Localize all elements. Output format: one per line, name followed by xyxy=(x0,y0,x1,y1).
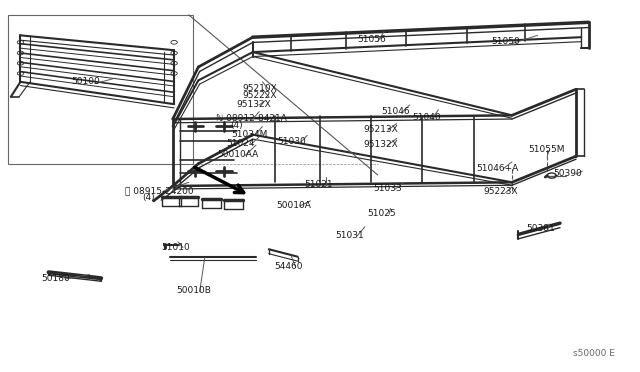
Text: (4): (4) xyxy=(142,193,155,202)
Text: 51031: 51031 xyxy=(335,231,364,240)
Text: 50010A: 50010A xyxy=(276,201,311,210)
Text: 95223X: 95223X xyxy=(484,187,518,196)
Text: s50000 Ε: s50000 Ε xyxy=(573,349,614,358)
Text: 51046+A: 51046+A xyxy=(476,164,518,173)
Text: 95132X: 95132X xyxy=(237,100,271,109)
Text: (4): (4) xyxy=(230,121,243,130)
Text: 50390: 50390 xyxy=(553,169,582,178)
Text: ℕ 08912-8421A: ℕ 08912-8421A xyxy=(216,114,287,123)
Text: Ⓦ 08915-24200: Ⓦ 08915-24200 xyxy=(125,186,194,195)
Text: 51033: 51033 xyxy=(374,184,403,193)
Text: 50180: 50180 xyxy=(41,274,70,283)
Text: 50010B: 50010B xyxy=(177,286,211,295)
Text: 54460: 54460 xyxy=(274,262,303,271)
Text: 51021: 51021 xyxy=(305,180,333,189)
Text: 51025: 51025 xyxy=(367,209,396,218)
Text: 51050: 51050 xyxy=(492,37,520,46)
Text: 95213X: 95213X xyxy=(364,125,398,134)
Text: 95222X: 95222X xyxy=(242,92,276,100)
Text: 51030: 51030 xyxy=(278,137,307,146)
Text: 51056: 51056 xyxy=(357,35,386,44)
Text: 51055M: 51055M xyxy=(529,145,565,154)
Text: 51010: 51010 xyxy=(161,243,190,251)
Text: 51046: 51046 xyxy=(381,107,410,116)
Text: 50100: 50100 xyxy=(72,77,100,86)
Text: 50381: 50381 xyxy=(526,224,555,233)
Text: 95132X: 95132X xyxy=(364,140,398,149)
Text: 50010AA: 50010AA xyxy=(218,150,259,159)
Text: 95210X: 95210X xyxy=(242,84,276,93)
Text: 51040: 51040 xyxy=(412,113,441,122)
Text: 51034M: 51034M xyxy=(232,130,268,139)
Bar xyxy=(8,15,193,164)
Text: 51024: 51024 xyxy=(227,139,255,148)
